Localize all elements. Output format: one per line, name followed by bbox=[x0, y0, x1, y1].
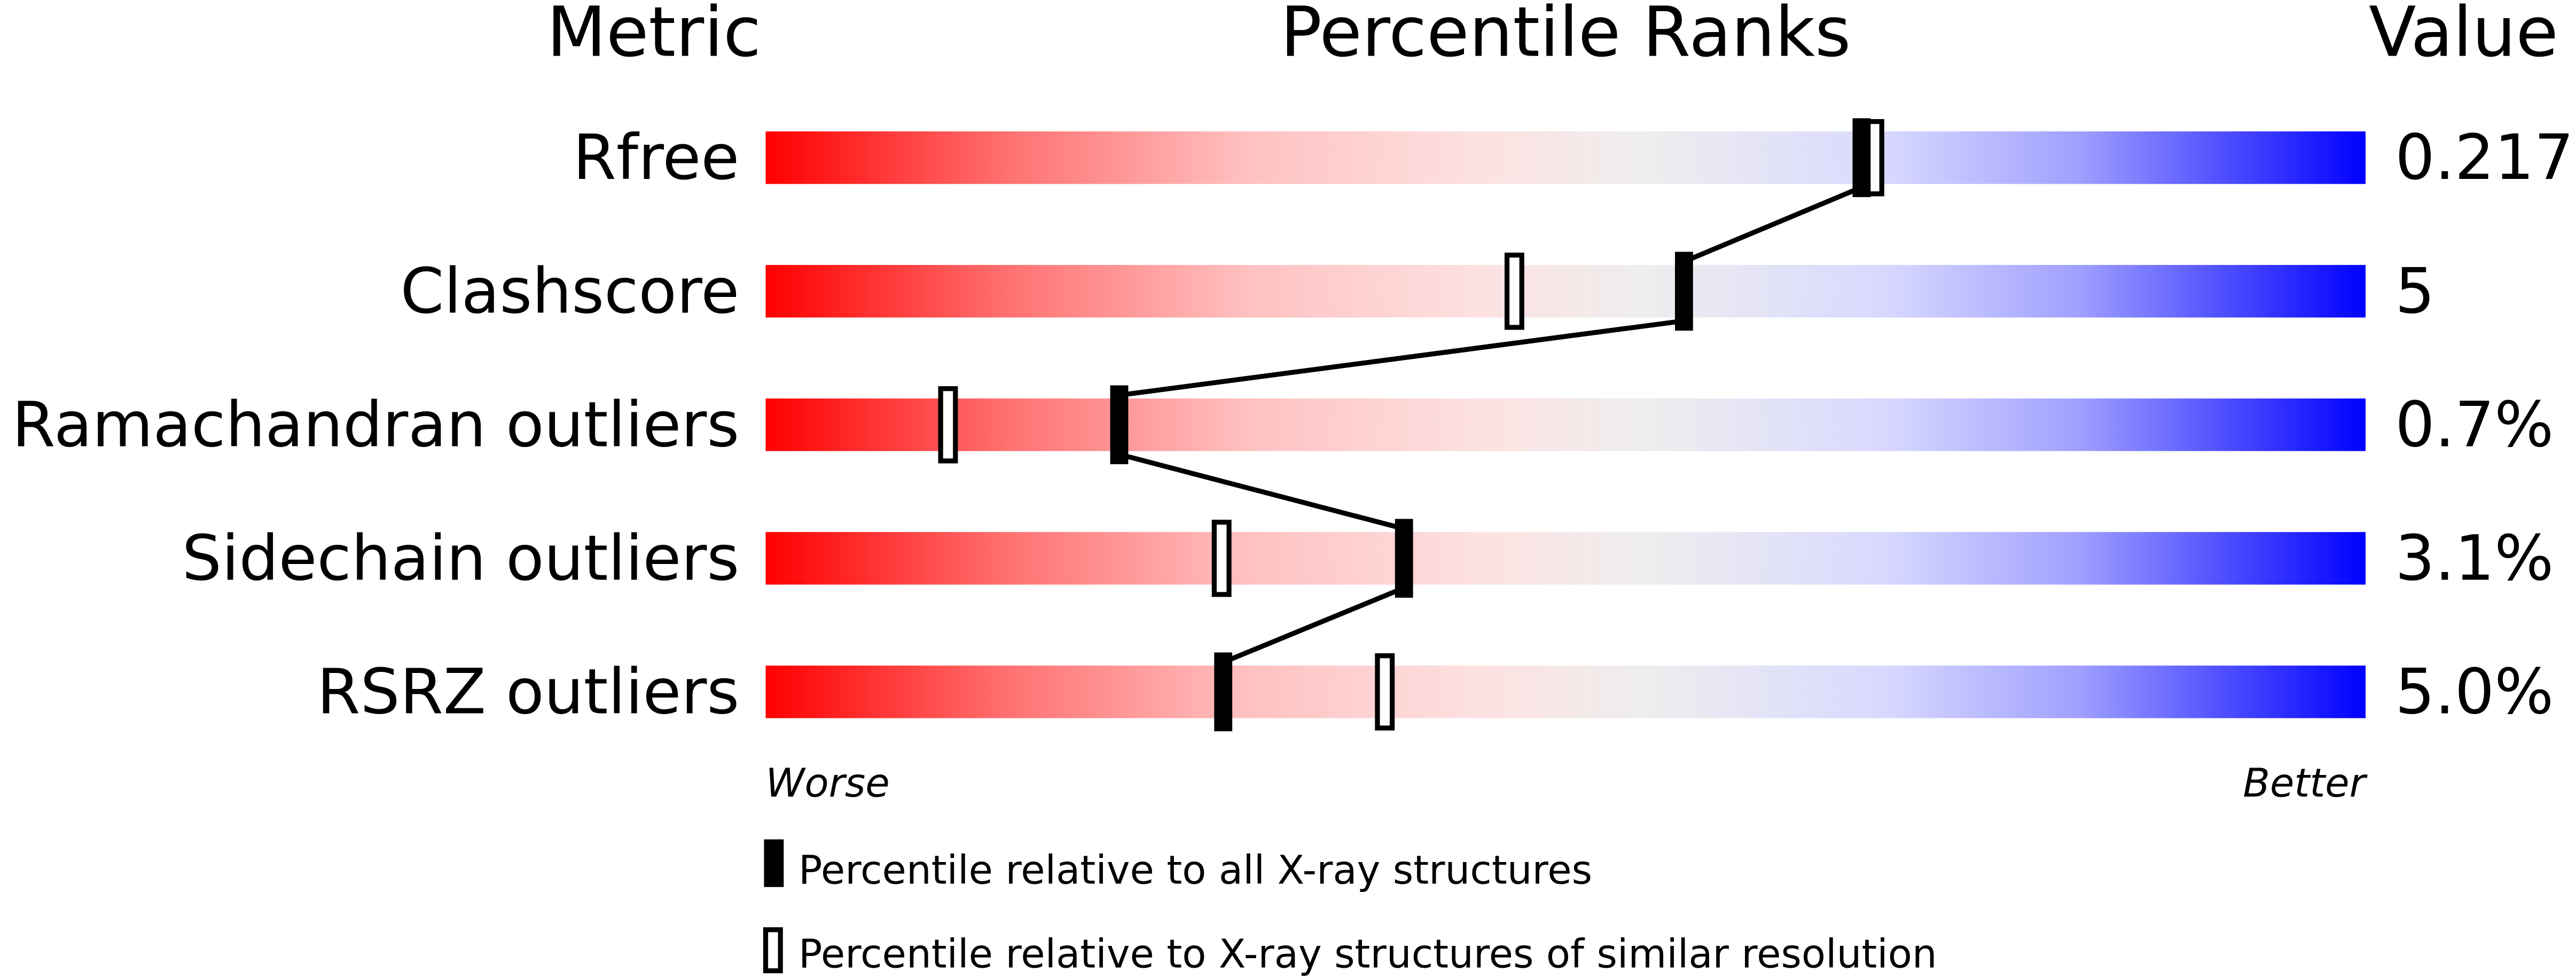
header-value: Value bbox=[2369, 0, 2558, 73]
metric-label: RSRZ outliers bbox=[317, 655, 739, 728]
metric-value: 3.1% bbox=[2395, 522, 2554, 594]
marker-similar-resolution bbox=[1504, 253, 1524, 330]
header-percentile-ranks: Percentile Ranks bbox=[1280, 0, 1851, 73]
connector-line bbox=[1118, 452, 1405, 531]
connector-line bbox=[1118, 318, 1685, 398]
connector-line bbox=[1683, 185, 1863, 264]
metric-label: Sidechain outliers bbox=[182, 522, 739, 594]
legend-similar-resolution: Percentile relative to X-ray structures … bbox=[798, 931, 1937, 977]
connector-line bbox=[1222, 585, 1405, 665]
metric-label: Clashscore bbox=[401, 255, 740, 327]
metric-value: 5.0% bbox=[2395, 655, 2554, 728]
metric-value: 0.7% bbox=[2395, 388, 2554, 461]
marker-all-structures bbox=[1110, 385, 1129, 465]
percentile-bar bbox=[765, 398, 2366, 451]
marker-similar-resolution bbox=[1211, 520, 1232, 597]
legend-filled-marker-icon bbox=[764, 839, 784, 887]
metric-label: Ramachandran outliers bbox=[12, 388, 739, 461]
axis-label-worse: Worse bbox=[765, 761, 889, 806]
metric-value: 5 bbox=[2395, 255, 2434, 327]
marker-all-structures bbox=[1214, 652, 1233, 732]
percentile-bar bbox=[765, 532, 2366, 585]
legend-all-structures: Percentile relative to all X-ray structu… bbox=[798, 848, 1592, 894]
metric-value: 0.217 bbox=[2395, 121, 2574, 194]
marker-all-structures bbox=[1675, 252, 1693, 331]
metric-label: Rfree bbox=[573, 121, 740, 194]
axis-label-better: Better bbox=[2243, 761, 2368, 806]
legend-open-marker-icon bbox=[763, 927, 783, 974]
marker-all-structures bbox=[1852, 118, 1871, 198]
percentile-bar bbox=[765, 665, 2366, 718]
header-metric: Metric bbox=[547, 0, 762, 73]
percentile-bar bbox=[765, 131, 2366, 184]
marker-similar-resolution bbox=[1375, 653, 1395, 731]
marker-similar-resolution bbox=[938, 386, 958, 464]
percentile-bar bbox=[765, 265, 2366, 318]
marker-all-structures bbox=[1395, 519, 1413, 598]
